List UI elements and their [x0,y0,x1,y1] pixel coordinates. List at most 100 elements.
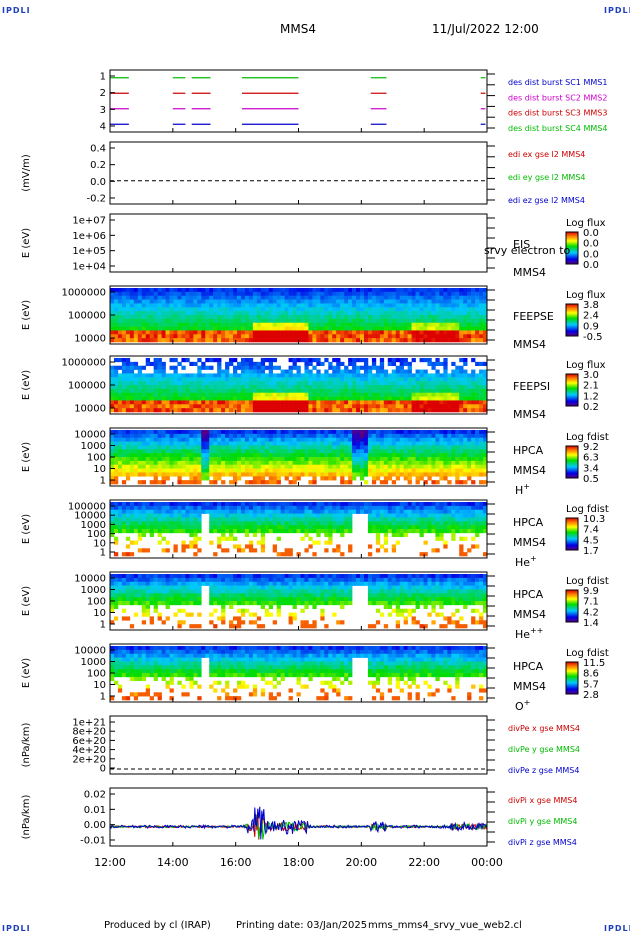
colorbar-tick-label: 2.4 [583,311,599,322]
spacecraft-label: MMS4 [513,680,546,693]
y-tick-label: 100 [87,597,106,608]
colorbar-tick-label: 5.7 [583,679,599,690]
y-tick-label: 1e+04 [72,262,106,273]
heatmap-hpca-he1 [110,502,488,557]
colorbar [565,589,579,623]
spacecraft-title: MMS4 [280,22,316,36]
colorbar [565,517,579,551]
legend-entry: edi ez gse l2 MMS4 [508,196,585,205]
x-tick-label: 12:00 [94,856,126,869]
y-tick-label: 10 [93,464,106,475]
colorbar-tick-label: 0.2 [583,402,599,413]
heatmap-hpca-he2 [110,574,488,629]
x-tick-label: 20:00 [345,856,377,869]
footer-printing-date: Printing date: 03/Jan/2025 [236,920,368,931]
y-tick-label: 1000 [81,585,106,596]
legend-entry: edi ex gse l2 MMS4 [508,150,585,159]
instrument-label: FEEPSI [513,380,550,393]
y-tick-label: 100 [87,529,106,540]
heatmap-hpca-o [110,646,488,701]
colorbar-tick-label: 6.3 [583,453,599,464]
spacecraft-label: MMS4 [513,338,546,351]
colorbar-title: Log fdist [566,432,609,443]
heatmap-hpca-h [110,430,488,485]
overlay-label: srvy electron to [484,244,571,257]
y-tick-label: 0.00 [84,820,106,831]
legend-entry: divPi z gse MMS4 [508,838,577,847]
y-tick-label: 100 [87,669,106,680]
y-tick-label: 100000 [68,502,106,513]
legend-entry: des dist burst SC2 MMS2 [508,93,607,102]
colorbar [565,445,579,479]
colorbar-title: Log flux [566,218,606,229]
colorbar-tick-label: 1.2 [583,391,599,402]
colorbar-tick-label: 4.2 [583,607,599,618]
y-tick-label: 0.0 [90,177,106,188]
y-axis-label: (nPa/km) [21,795,32,840]
legend-entry: divPe z gse MMS4 [508,766,579,775]
corner-label-bottom-right: IPDLI [604,924,630,933]
y-tick-label: 1000 [81,657,106,668]
instrument-label: FEEPSE [513,310,554,323]
legend-entry: divPe y gse MMS4 [508,745,580,754]
colorbar-tick-label: 0.0 [583,228,599,239]
colorbar-tick-label: 0.0 [583,260,599,271]
colorbar [565,661,579,695]
instrument-label: HPCA [513,660,544,673]
colorbar-tick-label: 9.9 [583,586,599,597]
y-tick-label: 1 [100,620,106,631]
corner-label-top-right: IPDLI [604,6,630,15]
instrument-label: EIS [513,238,530,251]
colorbar-tick-label: -0.5 [583,332,603,343]
heatmap-feepse [110,288,488,343]
colorbar-title: Log fdist [566,648,609,659]
species-label: H+ [515,482,530,497]
colorbar [565,231,579,265]
y-axis-label: E (eV) [21,514,32,544]
y-axis-label: E (eV) [21,300,32,330]
colorbar-tick-label: 0.5 [583,474,599,485]
stacked-chart: 1 2 3 4 des dist burst SC1 MMS1 des dist burs… [21,69,609,869]
y-tick-label: 1000 [81,520,106,531]
y-axis-label: E (eV) [21,586,32,616]
datetime-title: 11/Jul/2022 12:00 [432,22,539,36]
colorbar-title: Log flux [566,290,606,301]
legend-entry: divPe x gse MMS4 [508,724,580,733]
y-axis-label: (mV/m) [21,154,32,192]
instrument-label: HPCA [513,444,544,457]
colorbar-tick-label: 3.8 [583,300,599,311]
y-tick-label: 1000000 [61,358,106,369]
y-tick-label: 10000 [74,430,106,441]
colorbar-tick-label: 8.6 [583,669,599,680]
y-tick-label: 8e+20 [72,727,106,738]
spacecraft-label: MMS4 [513,536,546,549]
spacecraft-label: MMS4 [513,464,546,477]
corner-label-top-left: IPDLI [2,6,31,15]
spacecraft-label: MMS4 [513,608,546,621]
y-tick-label: 10000 [74,334,106,345]
y-tick-label: 10000 [74,574,106,585]
panel-frame-divpe [109,715,488,775]
y-tick-label: 1 [100,72,106,83]
colorbar-tick-label: 11.5 [583,658,605,669]
y-tick-label: 0.2 [90,160,106,171]
y-tick-label: 0 [100,764,106,775]
panel-frame-divpi [109,787,488,847]
y-tick-label: 10 [93,538,106,549]
colorbar-tick-label: 1.7 [583,546,599,557]
footer-producer: Produced by cl (IRAP) [104,920,211,931]
y-axis-label: E (eV) [21,442,32,472]
colorbar [565,303,579,337]
y-tick-label: 10000 [74,404,106,415]
legend-entry: des dist burst SC1 MMS1 [508,78,607,87]
colorbar-tick-label: 2.1 [583,381,599,392]
y-tick-label: 1 [100,692,106,703]
x-tick-label: 16:00 [220,856,252,869]
y-axis-label: E (eV) [21,370,32,400]
y-tick-label: 2e+20 [72,754,106,765]
y-axis-label: E (eV) [21,228,32,258]
y-tick-label: 10000 [74,646,106,657]
colorbar-tick-label: 3.0 [583,370,599,381]
species-label: He+ [515,554,537,569]
species-label: O+ [515,698,530,713]
